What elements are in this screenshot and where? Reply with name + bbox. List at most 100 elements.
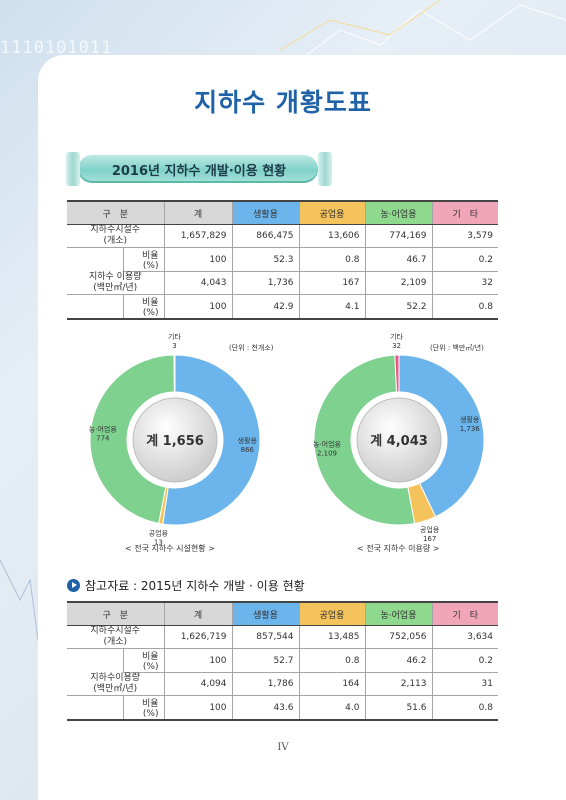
header-industry: 공업용: [298, 200, 365, 225]
table-row: 지하수시설수 (개소) 1,657,829 866,475 13,606 774…: [67, 224, 498, 248]
cell: 4.0: [298, 695, 365, 721]
banner-cap-right: [318, 152, 332, 186]
reference-heading: 참고자료 : 2015년 지하수 개발 · 이용 현황: [67, 577, 305, 594]
row-sublabel: 비율(%): [122, 294, 164, 320]
row-label: 지하수시설수 (개소): [67, 625, 164, 649]
table-row: 비율(%) 100 42.9 4.1 52.2 0.8: [67, 294, 498, 320]
center-total-label: 계 1,656: [146, 434, 204, 449]
cell: 13,485: [298, 625, 365, 649]
cell: 4,094: [163, 672, 232, 696]
cell: 43.6: [231, 695, 299, 721]
cell: 1,626,719: [163, 625, 232, 649]
header-division: 구 분: [67, 200, 164, 225]
row-label: 지하수이용량 (백만㎥/년): [67, 672, 164, 696]
cell: 752,056: [364, 625, 432, 649]
cell: 0.8: [298, 648, 365, 673]
slice-agri: [89, 354, 175, 525]
center-total-label: 계 4,043: [370, 434, 428, 449]
cell: 31: [431, 672, 498, 696]
cell: 2,109: [364, 271, 432, 295]
slice-label-etc: 기타 32: [390, 332, 403, 350]
background-digits: 1110101011: [0, 38, 113, 58]
row-label-main: 지하수 이용량: [88, 272, 142, 282]
header-agri: 농·어업용: [364, 200, 432, 225]
cell: 1,657,829: [163, 224, 232, 248]
row-label-main: 지하수이용량: [90, 673, 141, 683]
slice-label-industry: 공업용 13: [149, 530, 169, 547]
table-row: 비율(%) 100 52.3 0.8 46.7 0.2: [67, 247, 498, 272]
center-disk: [356, 397, 442, 483]
cell: 1,736: [231, 271, 299, 295]
row-sublabel: 비율(%): [122, 648, 164, 673]
header-agri: 농·어업용: [364, 601, 432, 626]
table-row: 지하수이용량 (백만㎥/년) 4,094 1,786 164 2,113 31: [67, 672, 498, 696]
cell: 167: [298, 271, 365, 295]
row-label-main: 지하수시설수: [90, 225, 141, 235]
cell: 3,634: [431, 625, 498, 649]
cell: 4,043: [163, 271, 232, 295]
row-label-unit: (개소): [103, 637, 128, 647]
cell: 0.8: [431, 695, 498, 721]
banner-cap-left: [66, 152, 80, 186]
cell: 42.9: [231, 294, 299, 320]
table-row: 지하수 이용량 (백만㎥/년) 4,043 1,736 167 2,109 32: [67, 271, 498, 295]
header-division: 구 분: [67, 601, 164, 626]
cell: 46.2: [364, 648, 432, 673]
banner-text: 2016년 지하수 개발·이용 현황: [111, 164, 287, 179]
row-label-unit: (백만㎥/년): [93, 283, 138, 293]
cell: 52.7: [231, 648, 299, 673]
table-row: 비율(%) 100 43.6 4.0 51.6 0.8: [67, 695, 498, 721]
cell: 0.2: [431, 648, 498, 673]
slice-label-living: 생활용 1,736: [460, 415, 481, 433]
center-disk: [132, 397, 218, 483]
row-label: 지하수 이용량 (백만㎥/년): [67, 271, 164, 295]
header-total: 계: [163, 601, 232, 626]
cell: 4.1: [298, 294, 365, 320]
header-etc: 기 타: [431, 200, 498, 225]
cell: 857,544: [231, 625, 299, 649]
cell: 52.2: [364, 294, 432, 320]
section-banner: 2016년 지하수 개발·이용 현황: [66, 152, 332, 186]
cell: 0.8: [431, 294, 498, 320]
cell: 46.7: [364, 247, 432, 272]
slice-label-agri: 농·어업용 774: [89, 424, 118, 442]
table-2016: 구 분 계 생활용 공업용 농·어업용 기 타 지하수시설수 (개소) 1,65…: [67, 200, 498, 320]
cell: 164: [298, 672, 365, 696]
page-number: IV: [277, 742, 289, 753]
donut-chart-facilities: 생활용 866 공업용 13 농·어업용 774 기타 3 계 1,656: [89, 332, 261, 547]
cell: 100: [163, 294, 232, 320]
page-title: 지하수 개황도표: [194, 88, 372, 117]
row-label-unit: (개소): [103, 236, 128, 246]
cell: 866,475: [231, 224, 299, 248]
row-label-unit: (백만㎥/년): [93, 684, 138, 694]
row-label: 지하수시설수 (개소): [67, 224, 164, 248]
slice-label-living: 생활용 866: [238, 436, 258, 454]
chart2-unit: (단위 : 백만㎥/년): [430, 344, 484, 352]
table-row: 지하수시설수 (개소) 1,626,719 857,544 13,485 752…: [67, 625, 498, 649]
table-row: 비율(%) 100 52.7 0.8 46.2 0.2: [67, 648, 498, 673]
cell: 13,606: [298, 224, 365, 248]
header-total: 계: [163, 200, 232, 225]
slice-label-agri: 농·어업용 2,109: [313, 439, 342, 457]
slice-living: [162, 354, 261, 526]
chart2-caption: < 전국 지하수 이용량 >: [357, 544, 440, 553]
cell: 51.6: [364, 695, 432, 721]
chart1-caption: < 전국 지하수 시설현황 >: [125, 544, 215, 553]
row-sublabel: 비율(%): [122, 695, 164, 721]
row-label-main: 지하수시설수: [90, 626, 141, 636]
cell: 0.2: [431, 247, 498, 272]
header-industry: 공업용: [298, 601, 365, 626]
reference-title: 참고자료 : 2015년 지하수 개발 · 이용 현황: [85, 579, 305, 593]
header-living: 생활용: [231, 200, 299, 225]
row-sublabel: 비율(%): [122, 247, 164, 272]
header-living: 생활용: [231, 601, 299, 626]
cell: 0.8: [298, 247, 365, 272]
cell: 52.3: [231, 247, 299, 272]
cell: 2,113: [364, 672, 432, 696]
cell: 100: [163, 247, 232, 272]
header-etc: 기 타: [431, 601, 498, 626]
banner-tube: [78, 155, 318, 183]
cell: 100: [163, 695, 232, 721]
table-2015: 구 분 계 생활용 공업용 농·어업용 기 타 지하수시설수 (개소) 1,62…: [67, 601, 498, 721]
